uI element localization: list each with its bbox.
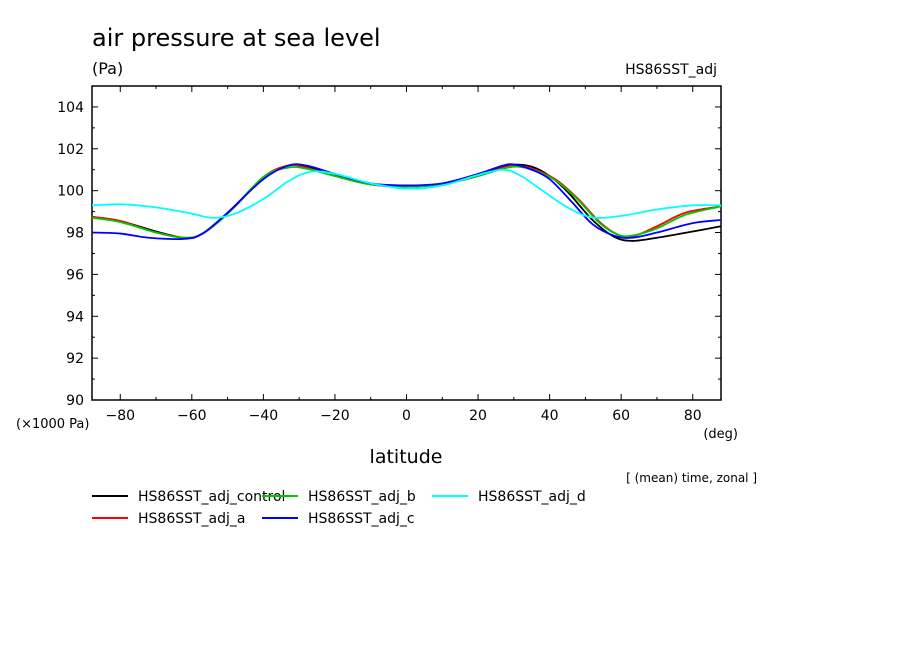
legend-label: HS86SST_adj_c bbox=[308, 511, 415, 527]
x-tick-label: 0 bbox=[402, 408, 411, 424]
x-unit-label: (deg) bbox=[703, 427, 738, 442]
y-scale-label: (×1000 Pa) bbox=[16, 417, 89, 432]
series-line-HS86SST_adj_d bbox=[91, 168, 722, 219]
x-tick-label: −80 bbox=[105, 408, 135, 424]
legend-label: HS86SST_adj_a bbox=[138, 511, 246, 527]
legend-label: HS86SST_adj_control bbox=[138, 489, 285, 505]
axes: 90 92 94 96 98 100 102 104 −80 −60 −40 −20 0 20 40 60 80 bbox=[57, 85, 721, 424]
x-tick-label: 20 bbox=[469, 408, 487, 424]
x-tick-label: −40 bbox=[249, 408, 279, 424]
series-line-HS86SST_adj_a bbox=[91, 164, 722, 239]
y-tick-label: 90 bbox=[66, 393, 84, 409]
x-tick-label: −60 bbox=[177, 408, 207, 424]
aggregation-note: [ (mean) time, zonal ] bbox=[626, 471, 757, 485]
corner-label: HS86SST_adj bbox=[625, 62, 717, 78]
legend-label: HS86SST_adj_b bbox=[308, 489, 416, 505]
x-tick-label: 40 bbox=[541, 408, 559, 424]
x-tick-label: 60 bbox=[612, 408, 630, 424]
y-tick-label: 104 bbox=[57, 100, 84, 116]
chart-title: air pressure at sea level bbox=[92, 24, 381, 52]
y-tick-label: 96 bbox=[66, 267, 84, 283]
y-tick-label: 102 bbox=[57, 142, 84, 158]
x-tick-label: −20 bbox=[320, 408, 350, 424]
series-lines bbox=[91, 163, 722, 242]
x-tick-label: 80 bbox=[684, 408, 702, 424]
y-tick-label: 94 bbox=[66, 309, 84, 325]
series-line-HS86SST_adj_c bbox=[91, 163, 722, 240]
plot-frame bbox=[91, 85, 722, 401]
y-tick-label: 92 bbox=[66, 351, 84, 367]
y-tick-label: 100 bbox=[57, 184, 84, 200]
y-tick-label: 98 bbox=[66, 226, 84, 242]
legend-label: HS86SST_adj_d bbox=[478, 489, 586, 505]
series-line-HS86SST_adj_control bbox=[91, 163, 722, 242]
x-axis-label: latitude bbox=[370, 446, 443, 468]
units-label: (Pa) bbox=[92, 59, 123, 78]
legend: HS86SST_adj_control HS86SST_adj_b HS86SST_… bbox=[92, 489, 586, 527]
series-line-HS86SST_adj_b bbox=[91, 165, 722, 239]
